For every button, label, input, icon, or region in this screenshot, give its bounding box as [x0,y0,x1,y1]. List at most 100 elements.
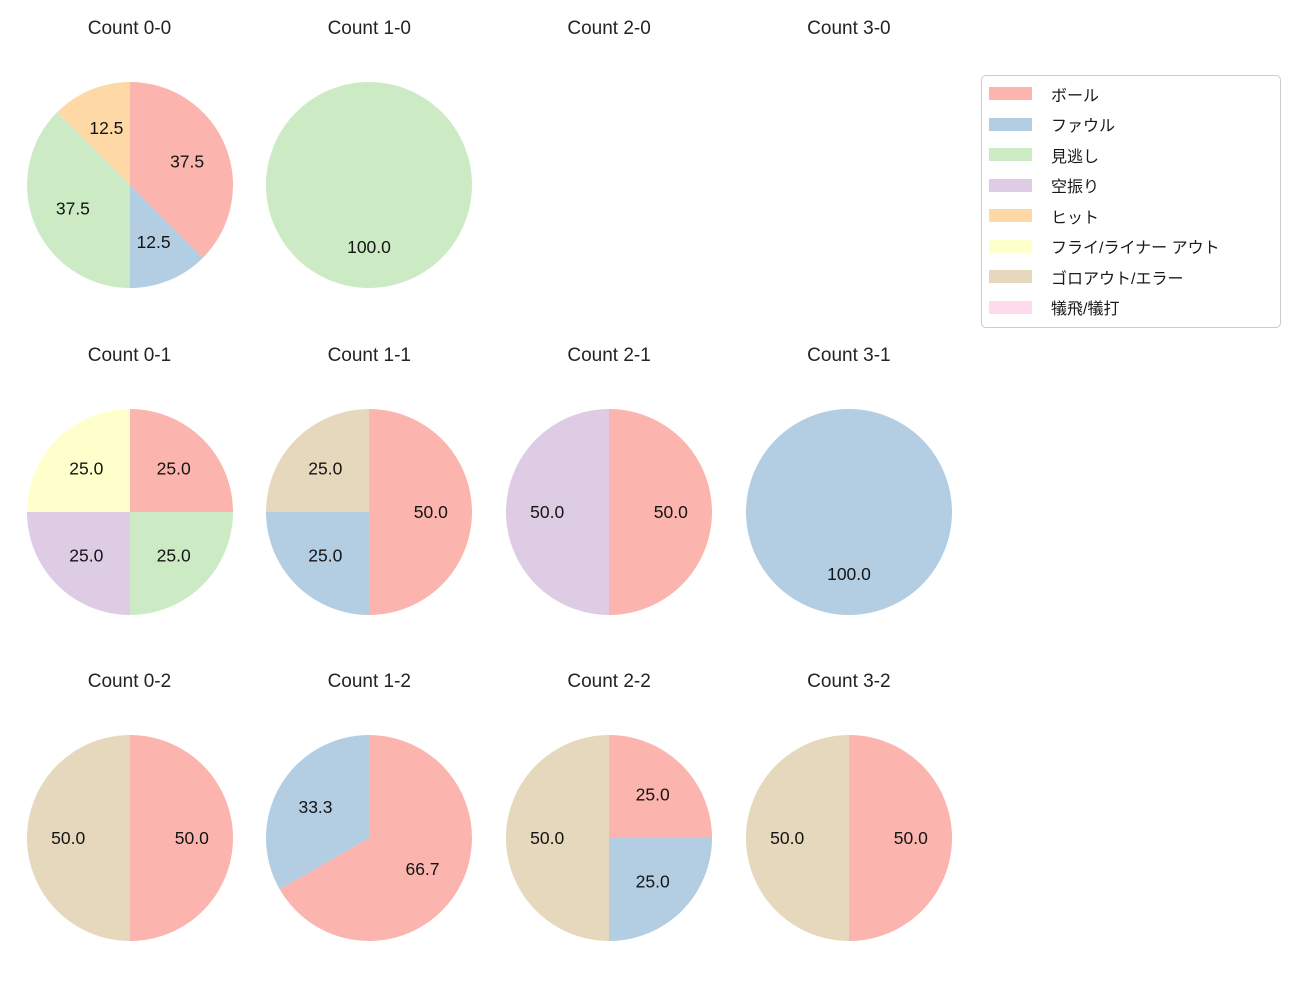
pie-chart-cell: Count 2-2 25.0 25.0 50.0 [489,668,729,941]
pie-slice [129,408,233,512]
legend-color-swatch [989,270,1032,284]
pie-slice-percent-label: 50.0 [174,828,208,848]
legend: ボールファウル見逃し空振りヒットフライ/ライナー アウト ゴロアウト/エラー 犠飛/… [981,75,1281,328]
legend-label: フライ/ライナー アウト [1051,240,1220,258]
legend-label: 見逃し [1051,148,1100,166]
chart-title: Count 1-2 [327,671,412,692]
pie-chart: 50.0 50.0 [506,408,713,615]
pie-slice-percent-label: 37.5 [170,151,204,171]
pie-chart-cell: Count 0-2 50.0 50.0 [10,668,250,941]
pie-slice [56,82,130,185]
pie-chart: 50.0 25.0 25.0 [266,408,473,615]
chart-title: Count 2-1 [567,344,651,366]
pie-slice [506,735,610,941]
legend-color-swatch [989,178,1032,192]
pie-slice-percent-label: 50.0 [51,828,85,848]
pie-slice-percent-label: 12.5 [89,118,123,138]
pie-chart: 66.7 33.3 [266,735,473,941]
pie-slice-percent-label: 50.0 [530,828,564,848]
pie-slice-percent-label: 25.0 [309,545,343,565]
pie-chart: 50.0 50.0 [26,735,233,941]
pie-slice [26,511,130,615]
pie-chart: 25.0 25.0 50.0 [506,735,713,941]
legend-item: 見逃し [982,140,1280,171]
chart-title: Count 3-2 [807,671,891,692]
pie-chart-cell: Count 0-0 37.5 12.5 37.5 12.5 [10,15,250,288]
pie-slice-percent-label: 25.0 [636,784,670,804]
legend-item: ゴロアウト/エラー [982,262,1280,293]
chart-title: Count 0-0 [87,18,172,39]
pie-slice [26,735,130,941]
pie-chart-cell: Count 0-1 25.0 25.0 25.0 25.0 [10,342,250,615]
chart-title: Count 2-0 [567,18,651,39]
pie-slice [26,112,130,288]
pie-slice-percent-label: 33.3 [299,797,333,817]
pie-chart: 100.0 [745,408,952,615]
pie-slice [266,735,370,890]
chart-title: Count 1-1 [327,344,412,366]
pie-slice [129,185,203,288]
pie-slice [745,735,849,941]
pie-slice [129,511,233,615]
legend-item: フライ/ライナー アウト [982,231,1280,262]
pie-slice [129,82,233,258]
pie-slice [266,511,370,615]
legend-color-swatch [989,239,1032,253]
legend-color-swatch [989,148,1032,162]
pie-slice [129,735,233,941]
pie-slice-percent-label: 25.0 [69,458,103,478]
legend-item: 犠飛/犠打 [982,292,1280,323]
pie-slice-percent-label: 25.0 [69,545,103,565]
pie-slice-percent-label: 50.0 [770,828,804,848]
pie-chart-cell: Count 3-1 100.0 [729,342,969,615]
legend-color-swatch [989,209,1032,223]
pie-slice [848,735,952,941]
pie-slice [26,408,130,512]
legend-label: ファウル [1051,118,1116,136]
pie-chart-cell: Count 3-2 50.0 50.0 [729,668,969,941]
pie-slice-percent-label: 50.0 [894,828,928,848]
pie-slice-percent-label: 50.0 [654,502,688,522]
pie-chart-cell: Count 1-2 66.7 33.3 [249,668,489,941]
pie-slice-percent-label: 66.7 [406,859,440,879]
pie-chart: 100.0 [266,82,473,288]
pie-slice-percent-label: 25.0 [156,458,190,478]
legend-item: ヒット [982,201,1280,232]
chart-title: Count 3-1 [807,344,891,366]
pie-slice [369,408,473,615]
pie-slice-percent-label: 25.0 [636,872,670,892]
chart-title: Count 2-2 [567,671,651,692]
pie-chart: 37.5 12.5 37.5 12.5 [26,82,233,288]
pie-slice-percent-label: 50.0 [414,502,448,522]
legend-color-swatch [989,87,1032,101]
legend-color-swatch [989,117,1032,131]
pie-slice [609,838,713,941]
pie-chart: 50.0 50.0 [745,735,952,941]
legend-label: ゴロアウト/エラー [1051,270,1184,288]
pie-slice-percent-label: 37.5 [55,199,89,219]
pie-slice [506,408,610,615]
pie-slice [266,82,473,288]
legend-color-swatch [989,300,1032,314]
chart-title: Count 0-1 [87,344,172,366]
pie-chart-cell: Count 3-0 [729,15,969,43]
pie-chart-cell: Count 1-0 100.0 [249,15,489,288]
legend-item: ボール [982,79,1280,110]
pie-slice-percent-label: 12.5 [136,232,170,252]
pie-chart-cell: Count 2-0 [489,15,729,43]
legend-label: ヒット [1051,209,1100,227]
chart-title: Count 0-2 [87,671,172,692]
legend-item: ファウル [982,109,1280,140]
legend-label: ボール [1051,87,1100,105]
legend-item: 空振り [982,170,1280,201]
pie-slice [266,408,370,512]
pie-slice-percent-label: 100.0 [347,237,391,257]
chart-title: Count 3-0 [807,18,891,39]
pie-chart: 25.0 25.0 25.0 25.0 [26,408,233,615]
pie-slice-percent-label: 50.0 [530,502,564,522]
pie-slice-percent-label: 25.0 [309,458,343,478]
pie-slice [609,735,713,838]
legend-label: 犠飛/犠打 [1051,301,1120,319]
pie-slice [279,735,473,941]
